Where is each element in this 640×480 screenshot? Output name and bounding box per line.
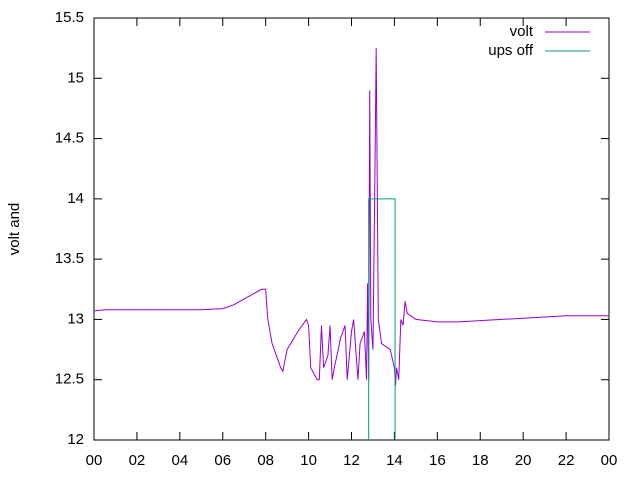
series-line (368, 198, 396, 440)
x-tick-label: 20 (515, 452, 532, 469)
y-tick-label: 14 (67, 190, 84, 207)
y-tick-label: 14.5 (55, 130, 84, 147)
x-tick-label: 06 (214, 452, 231, 469)
legend-label: ups off (488, 42, 534, 59)
x-tick-label: 08 (257, 452, 274, 469)
x-tick-label: 22 (558, 452, 575, 469)
x-tick-label: 10 (300, 452, 317, 469)
x-tick-label: 02 (129, 452, 146, 469)
y-tick-label: 12.5 (55, 371, 84, 388)
y-tick-label: 13.5 (55, 250, 84, 267)
x-tick-label: 12 (343, 452, 360, 469)
series-line (93, 48, 609, 386)
y-axis-label: volt and (6, 203, 23, 256)
x-tick-label: 14 (386, 452, 403, 469)
y-tick-label: 15.5 (55, 9, 84, 26)
y-tick-label: 12 (67, 431, 84, 448)
plot-border (93, 17, 610, 441)
y-tick-label: 13 (67, 310, 84, 327)
x-tick-label: 18 (472, 452, 489, 469)
x-tick-label: 16 (429, 452, 446, 469)
y-tick-label: 15 (67, 69, 84, 86)
x-tick-label: 00 (601, 452, 618, 469)
x-tick-label: 00 (86, 452, 103, 469)
x-tick-label: 04 (171, 452, 188, 469)
legend-label: volt (510, 23, 534, 40)
